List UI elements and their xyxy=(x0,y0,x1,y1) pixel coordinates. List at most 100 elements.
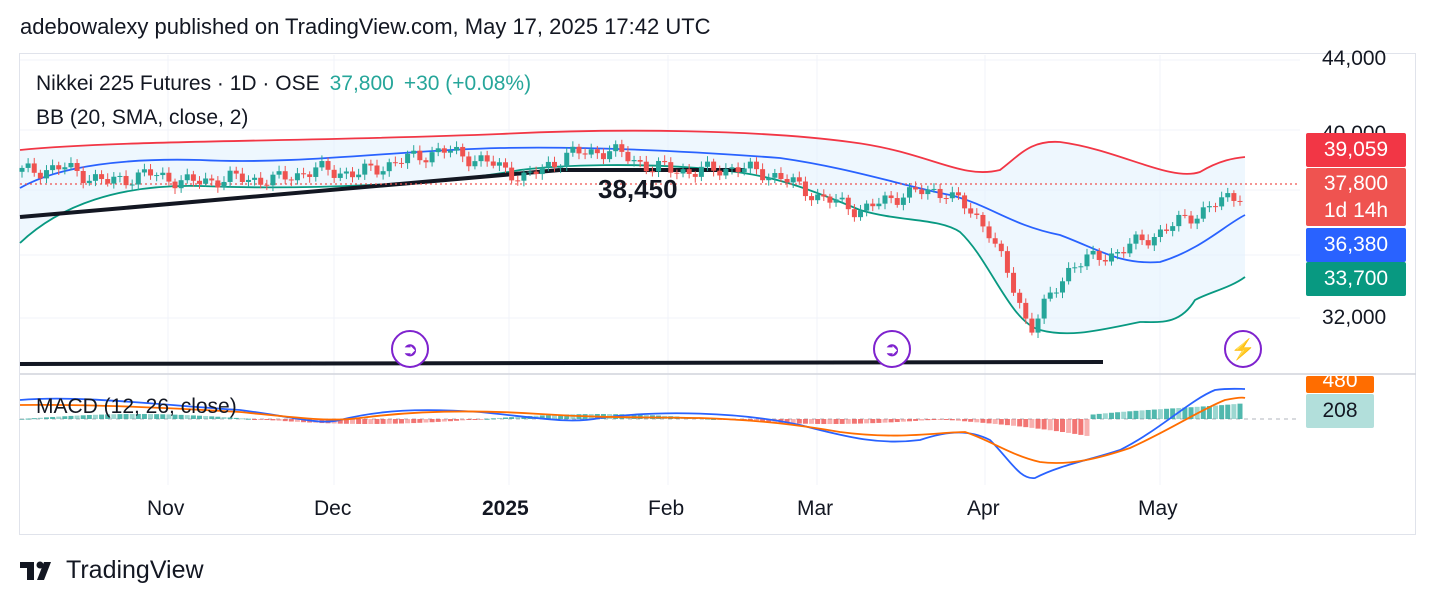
candle-body xyxy=(307,174,313,177)
candle-body xyxy=(496,162,502,166)
macd-histogram-bar xyxy=(258,419,264,420)
candle-body xyxy=(1004,251,1010,273)
candle-body xyxy=(570,146,576,153)
bb-legend[interactable]: BB (20, SMA, close, 2) xyxy=(36,106,249,129)
macd-histogram-bar xyxy=(490,418,496,420)
macd-histogram-bar xyxy=(227,417,233,419)
candle-body xyxy=(19,167,25,172)
macd-histogram-bar xyxy=(111,414,117,419)
candle-body xyxy=(588,149,594,155)
macd-histogram-bar xyxy=(974,419,980,423)
candle-body xyxy=(1053,292,1059,294)
candle-body xyxy=(1078,266,1084,268)
last-price-tag: 37,800 1d 14h xyxy=(1306,168,1406,226)
candles xyxy=(19,139,1243,339)
candle-body xyxy=(870,203,876,207)
macd-histogram-bar xyxy=(1219,405,1225,419)
macd-histogram-bar xyxy=(1213,405,1219,419)
macd-histogram-bar xyxy=(172,414,178,419)
candle-body xyxy=(558,166,564,168)
macd-histogram-bar xyxy=(711,418,717,420)
candle-body xyxy=(99,174,105,180)
macd-histogram-bar xyxy=(56,416,62,419)
candle-body xyxy=(1066,267,1072,282)
candle-body xyxy=(25,163,31,168)
candle-body xyxy=(551,161,557,168)
macd-histogram-bar xyxy=(203,416,209,419)
time-tick-mar: Mar xyxy=(797,497,834,520)
macd-histogram-bar xyxy=(484,418,490,420)
bb-upper-tag: 39,059 xyxy=(1306,133,1406,167)
candle-body xyxy=(1115,252,1121,254)
candle-body xyxy=(276,171,282,175)
macd-histogram-bar xyxy=(925,419,931,421)
candle-body xyxy=(1047,292,1053,299)
candle-body xyxy=(374,165,380,175)
candle-body xyxy=(239,173,245,183)
macd-histogram-bar xyxy=(986,419,992,424)
candle-body xyxy=(925,189,931,195)
candle-body xyxy=(350,171,356,178)
macd-histogram-bar xyxy=(380,419,386,424)
candle-body xyxy=(68,163,74,168)
candle-body xyxy=(919,189,925,195)
macd-histogram-bar xyxy=(435,419,441,422)
candle-body xyxy=(294,173,300,181)
macd-histogram-bar xyxy=(992,419,998,424)
candle-body xyxy=(576,146,582,154)
time-tick-2025: 2025 xyxy=(482,497,529,520)
attribution: adebowalexy published on TradingView.com… xyxy=(20,14,711,39)
macd-line-tag: 208 xyxy=(1306,394,1374,428)
candle-body xyxy=(955,192,961,196)
macd-histogram-bar xyxy=(1133,410,1139,419)
candle-body xyxy=(105,179,111,184)
candle-body xyxy=(74,163,80,171)
macd-histogram-bar xyxy=(80,415,86,419)
dividend-arrow-icon[interactable]: ➲ xyxy=(391,330,429,368)
macd-histogram-bar xyxy=(1127,411,1133,419)
candle-body xyxy=(1041,298,1047,319)
time-tick-may: May xyxy=(1138,497,1178,520)
time-tick-nov: Nov xyxy=(147,497,185,520)
macd-histogram-bar xyxy=(441,419,447,422)
macd-legend[interactable]: MACD (12, 26, close) xyxy=(36,395,237,418)
macd-histogram-bar xyxy=(215,416,221,419)
candle-body xyxy=(398,162,404,164)
macd-histogram-bar xyxy=(25,418,31,420)
macd-histogram-bar xyxy=(135,414,141,419)
macd-histogram-bar xyxy=(86,415,92,419)
candle-body xyxy=(43,170,49,179)
macd-histogram-bar xyxy=(1078,419,1084,435)
dividend-arrow-icon[interactable]: ➲ xyxy=(873,330,911,368)
macd-histogram-bar xyxy=(1029,419,1035,428)
candle-body xyxy=(937,188,943,199)
candle-body xyxy=(533,171,539,175)
candle-body xyxy=(141,169,147,173)
tradingview-logo-icon xyxy=(20,561,51,580)
macd-signal-tag: 480 xyxy=(1306,376,1374,393)
macd-histogram-bar xyxy=(1090,414,1096,419)
candle-body xyxy=(625,151,631,162)
macd-histogram-bar xyxy=(802,419,808,424)
candle-body xyxy=(980,214,986,227)
candle-body xyxy=(472,161,478,167)
candle-body xyxy=(753,161,759,170)
macd-histogram-bar xyxy=(496,417,502,419)
candle-body xyxy=(998,243,1004,252)
candle-body xyxy=(343,171,349,174)
earnings-lightning-icon[interactable]: ⚡ xyxy=(1224,330,1262,368)
macd-histogram-bar xyxy=(906,419,912,422)
symbol-legend[interactable]: Nikkei 225 Futures · 1D · OSE 37,800 +30 (… xyxy=(36,72,531,96)
macd-histogram-bar xyxy=(1108,412,1114,419)
candle-body xyxy=(264,184,270,186)
macd-histogram-bar xyxy=(815,419,821,424)
candle-body xyxy=(564,152,570,167)
macd-histogram-bar xyxy=(148,414,154,419)
candle-body xyxy=(221,181,227,188)
brand[interactable]: TradingView xyxy=(20,556,204,585)
macd-histogram-bar xyxy=(423,419,429,423)
chart-frame[interactable] xyxy=(19,53,1416,535)
macd-histogram-bar xyxy=(460,419,466,421)
candle-body xyxy=(741,168,747,173)
